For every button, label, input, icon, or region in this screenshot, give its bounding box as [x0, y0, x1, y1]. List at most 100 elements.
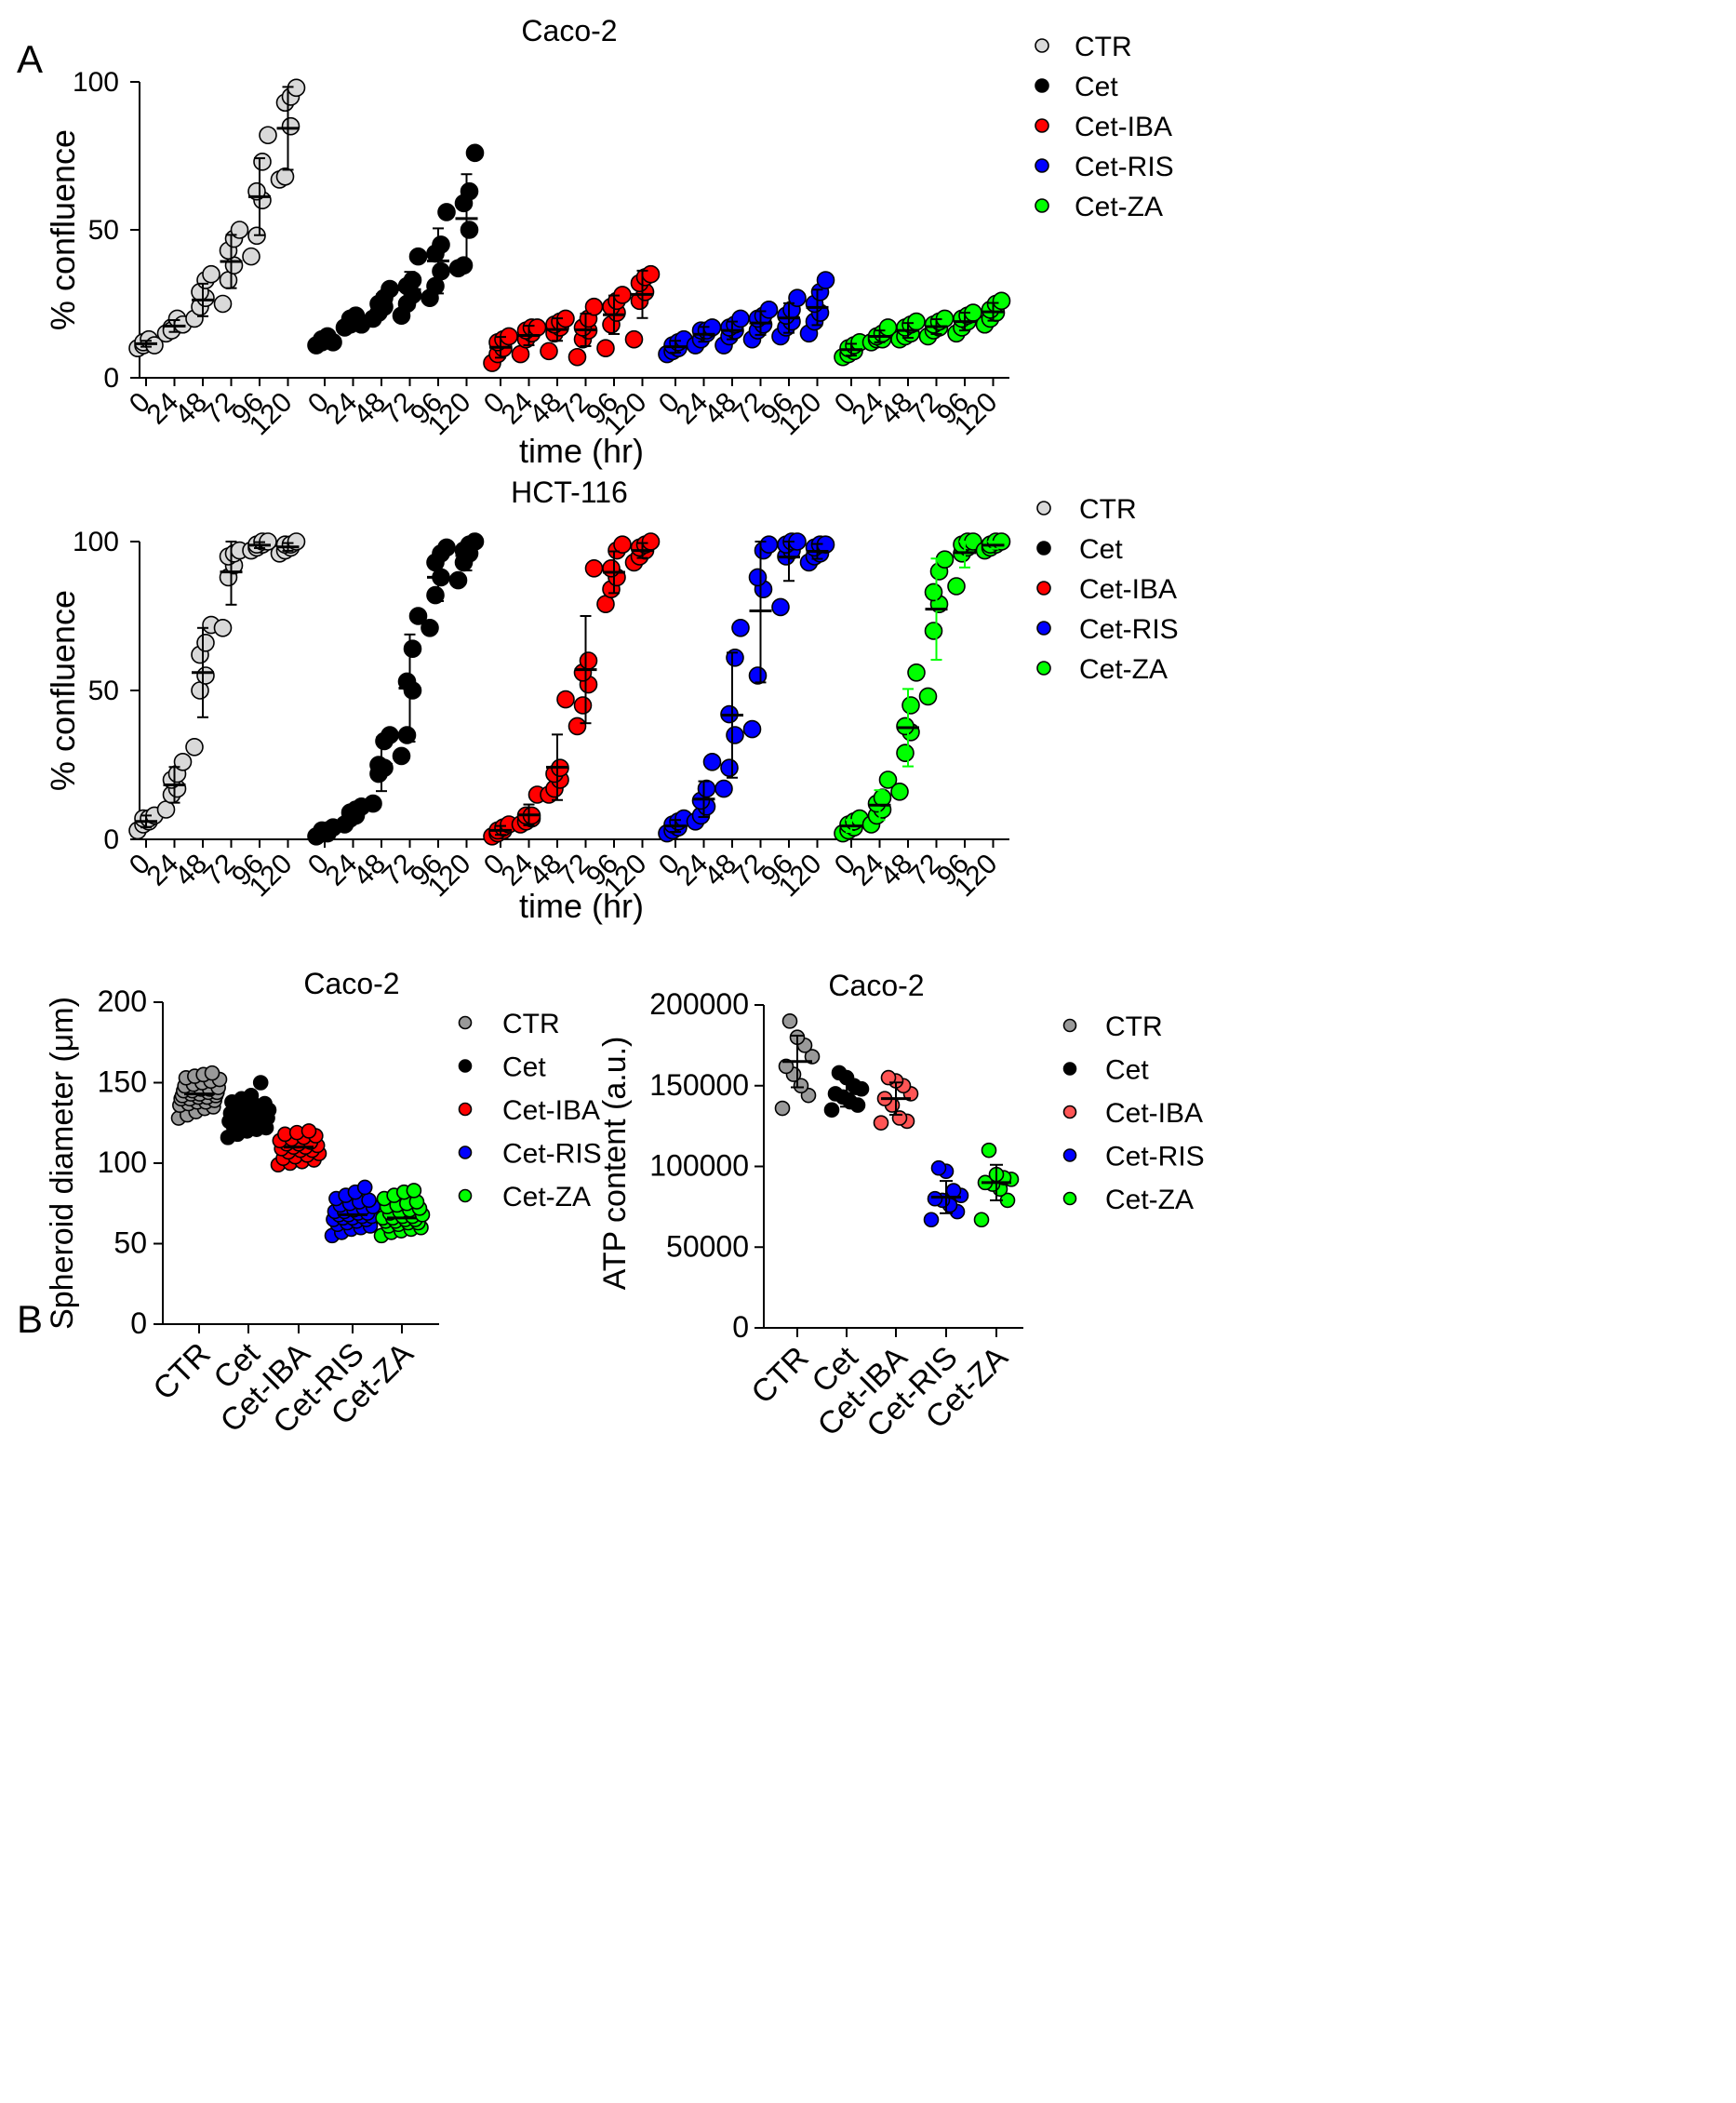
- data-point: [714, 779, 733, 798]
- data-point: [573, 696, 593, 715]
- legend-label: Cet: [1075, 72, 1118, 102]
- y-tick-label: 150: [98, 1065, 147, 1099]
- data-point: [381, 279, 399, 299]
- data-point: [930, 1159, 947, 1176]
- data-point: [460, 181, 479, 201]
- legend-marker: [1062, 1018, 1077, 1033]
- data-point: [432, 235, 450, 254]
- data-point: [891, 1110, 908, 1126]
- data-point: [204, 1065, 220, 1081]
- data-point: [392, 746, 411, 766]
- data-point: [556, 690, 575, 709]
- legend-label: Cet-ZA: [1105, 1185, 1194, 1215]
- y-tick-label: 100: [98, 1145, 147, 1179]
- data-point: [731, 618, 750, 637]
- legend-caco2-confluence: CTR Cet Cet-IBA Cet-RIS Cet-ZA: [1035, 32, 1174, 222]
- data-point: [613, 535, 632, 555]
- data-point: [923, 1212, 940, 1228]
- data-point: [890, 782, 909, 801]
- data-point: [873, 788, 892, 808]
- legend-label: CTR: [1105, 1011, 1163, 1042]
- data-point: [397, 726, 417, 744]
- chart-title: Caco-2: [303, 967, 399, 1000]
- y-tick-label: 150000: [649, 1068, 749, 1102]
- y-tick-label: 200000: [649, 987, 749, 1021]
- y-axis-label: ATP content (a.u.): [597, 1037, 633, 1291]
- data-point: [896, 717, 915, 736]
- data-point: [568, 347, 587, 367]
- data-point: [697, 779, 716, 798]
- data-point: [406, 1183, 422, 1199]
- data-point: [437, 538, 456, 557]
- data-point: [981, 1142, 997, 1159]
- data-point: [748, 568, 768, 587]
- data-point: [726, 726, 744, 744]
- data-point: [945, 1183, 962, 1199]
- data-point: [437, 203, 456, 221]
- y-tick-label: 50000: [666, 1229, 749, 1263]
- legend-marker: [458, 1188, 473, 1203]
- chart-title: HCT-116: [511, 476, 628, 509]
- data-point: [584, 558, 604, 578]
- legend-label: Cet: [1079, 534, 1123, 565]
- y-tick-label: 0: [130, 1306, 147, 1340]
- data-point: [624, 329, 644, 349]
- chart-title: Caco-2: [521, 14, 617, 47]
- data-point: [324, 333, 342, 352]
- y-axis-label: Spheroid diameter (μm): [45, 997, 80, 1330]
- legend-marker: [1035, 198, 1049, 213]
- data-point: [731, 309, 750, 328]
- data-point: [361, 1192, 377, 1209]
- data-point: [281, 116, 300, 136]
- data-point: [259, 126, 277, 145]
- legend-marker: [458, 1102, 473, 1117]
- legend-marker: [1036, 621, 1051, 636]
- chart-caco2-atp-content: Caco-2 0 50000 100000 150000 200000 ATP conten…: [597, 969, 1023, 1444]
- legend-label: Cet: [1105, 1055, 1149, 1086]
- chart-caco2-spheroid-diameter: Caco-2 0 50 100 150 200 Spheroid diameter (μm)…: [45, 967, 439, 1440]
- legend-marker: [1062, 1062, 1077, 1076]
- legend-marker: [458, 1059, 473, 1073]
- panel-label-a: A: [17, 37, 43, 81]
- data-point: [584, 297, 604, 316]
- data-point: [831, 1065, 848, 1081]
- data-point: [927, 1190, 943, 1207]
- y-tick-label: 200: [98, 985, 147, 1018]
- data-point: [403, 271, 422, 289]
- legend-label: Cet-RIS: [1079, 614, 1179, 645]
- data-point: [242, 247, 260, 266]
- data-point: [781, 1013, 798, 1029]
- legend-marker: [1035, 38, 1049, 53]
- data-point: [275, 167, 295, 186]
- data-point: [602, 558, 621, 578]
- data-point: [873, 1115, 889, 1131]
- data-point: [816, 271, 835, 289]
- data-point: [907, 663, 926, 682]
- legend-spheroid-diameter: CTR Cet Cet-IBA Cet-RIS Cet-ZA: [458, 1009, 602, 1212]
- data-point: [403, 639, 422, 659]
- legend-label: Cet: [502, 1052, 546, 1083]
- data-point: [243, 1088, 260, 1104]
- data-point: [527, 318, 547, 337]
- data-point: [213, 618, 233, 637]
- legend-atp-content: CTR Cet Cet-IBA Cet-RIS Cet-ZA: [1062, 1011, 1205, 1215]
- data-point: [907, 312, 926, 331]
- data-point: [759, 535, 779, 555]
- data-point: [252, 1075, 269, 1091]
- y-tick-label: 100000: [649, 1149, 749, 1183]
- data-point: [408, 607, 428, 625]
- data-point: [748, 666, 768, 685]
- legend-marker: [1036, 541, 1051, 556]
- data-point: [896, 743, 915, 763]
- data-point: [300, 1123, 317, 1139]
- data-point: [924, 622, 943, 640]
- data-point: [880, 1069, 897, 1086]
- legend-marker: [1035, 158, 1049, 173]
- legend-label: Cet-ZA: [502, 1182, 591, 1212]
- data-point: [641, 264, 661, 284]
- data-point: [253, 153, 272, 171]
- y-tick-label: 50: [88, 215, 119, 246]
